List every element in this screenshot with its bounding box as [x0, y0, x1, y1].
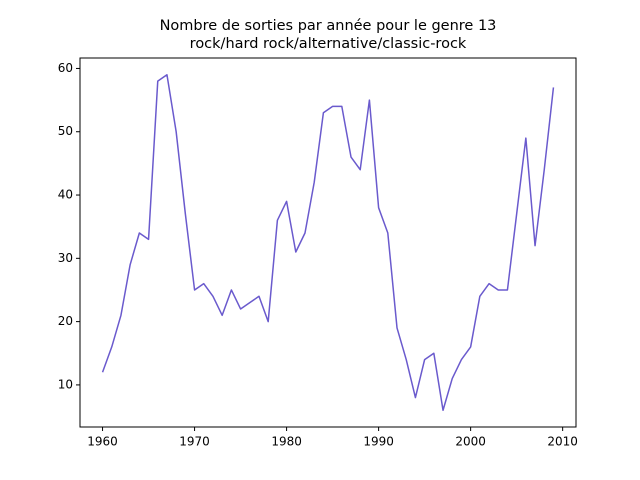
plot-frame [79, 57, 577, 428]
x-tick-label: 2010 [547, 435, 578, 449]
y-tick-label: 10 [58, 377, 73, 391]
y-tick-label: 60 [58, 61, 73, 75]
y-tick-label: 30 [58, 251, 73, 265]
x-tick-label: 2000 [455, 435, 486, 449]
x-tick-label: 1960 [87, 435, 118, 449]
x-tick-label: 1990 [363, 435, 394, 449]
x-tick-label: 1980 [271, 435, 302, 449]
y-tick-label: 20 [58, 314, 73, 328]
line-series [101, 74, 555, 411]
y-tick-label: 50 [58, 124, 73, 138]
x-tick-label: 1970 [179, 435, 210, 449]
y-tick-label: 40 [58, 188, 73, 202]
chart-title: Nombre de sorties par année pour le genr… [160, 18, 497, 34]
chart-title: rock/hard rock/alternative/classic-rock [190, 36, 467, 52]
